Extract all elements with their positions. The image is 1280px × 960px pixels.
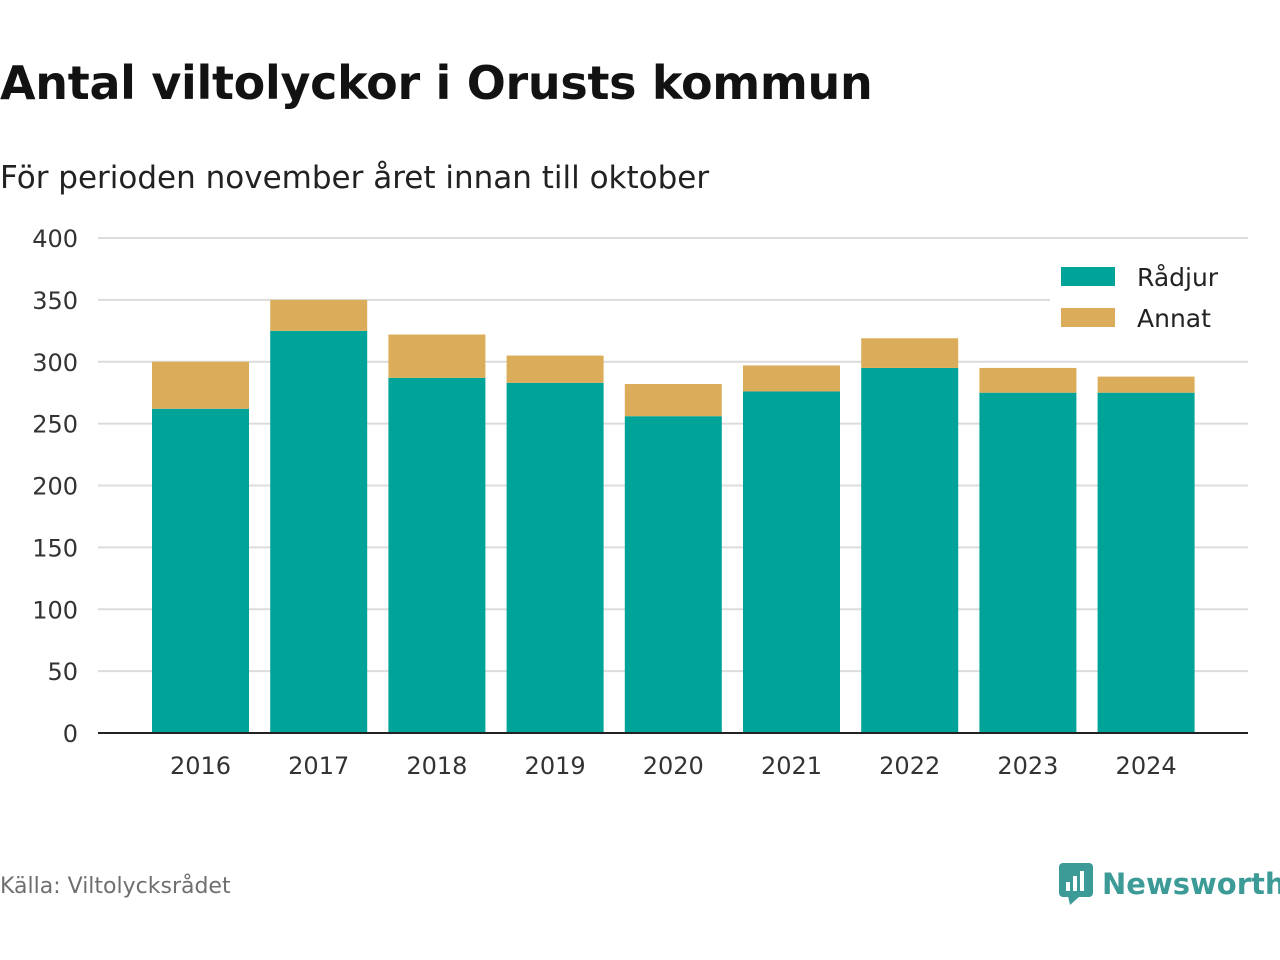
source-note: Källa: Viltolycksrådet [0,874,231,899]
y-tick-label: 150 [32,534,78,562]
y-tick-label: 250 [32,411,78,439]
legend-label: Rådjur [1137,263,1219,292]
bar-r-djur-2023 [979,392,1077,733]
x-tick-label: 2016 [170,752,231,780]
x-tick-label: 2018 [406,752,467,780]
bar-annat-2024 [1097,376,1195,393]
bar-annat-2022 [861,338,959,368]
bar-r-djur-2019 [506,382,604,733]
y-tick-label: 350 [32,287,78,315]
bar-r-djur-2016 [152,408,249,733]
bar-r-djur-2021 [743,391,840,733]
x-tick-label: 2017 [288,752,349,780]
legend-label: Annat [1137,304,1211,333]
bar-r-djur-2017 [270,330,368,733]
bar-annat-2019 [506,355,604,383]
x-tick-label: 2021 [761,752,822,780]
y-tick-label: 0 [63,720,78,748]
bar-r-djur-2018 [388,377,486,733]
bar-annat-2017 [270,299,368,331]
chart-title: Antal viltolyckor i Orusts kommun [0,56,873,110]
x-tick-label: 2019 [525,752,586,780]
bar-annat-2016 [152,361,249,409]
bar-annat-2020 [624,384,722,417]
legend-swatch [1061,267,1115,286]
bar-annat-2021 [743,365,840,392]
bar-r-djur-2024 [1097,392,1195,733]
x-tick-label: 2023 [997,752,1058,780]
y-tick-label: 300 [32,349,78,377]
y-tick-label: 200 [32,473,78,501]
bar-annat-2018 [388,334,486,378]
chart-subtitle: För perioden november året innan till ok… [0,160,710,196]
x-tick-label: 2022 [879,752,940,780]
bar-r-djur-2022 [861,367,959,733]
brand-name: Newsworthy [1102,867,1280,901]
x-tick-label: 2020 [643,752,704,780]
x-tick-label: 2024 [1116,752,1177,780]
bar-annat-2023 [979,367,1077,393]
newsworthy-logo-icon [1059,863,1093,905]
y-tick-label: 400 [32,225,78,253]
legend-swatch [1061,308,1115,327]
brand-logo: Newsworthy [1058,862,1280,906]
y-tick-label: 100 [32,596,78,624]
y-tick-label: 50 [47,658,78,686]
bar-r-djur-2020 [624,416,722,733]
